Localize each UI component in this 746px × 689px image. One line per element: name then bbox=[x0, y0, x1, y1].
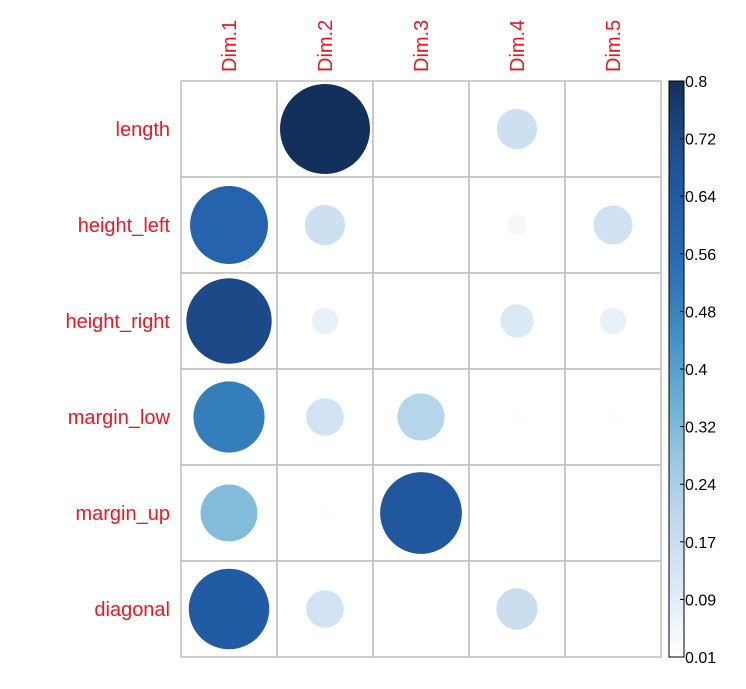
circle-layer bbox=[186, 84, 633, 650]
circle-diagonal-Dim5 bbox=[607, 603, 619, 615]
circle-margin_low-Dim4 bbox=[509, 409, 525, 425]
colorbar-tick-label: 0.09 bbox=[685, 592, 716, 609]
colorbar-tick-label: 0.48 bbox=[685, 304, 716, 321]
colorbar-tick-label: 0.72 bbox=[685, 132, 716, 149]
circle-height_right-Dim3 bbox=[415, 315, 427, 327]
circle-margin_up-Dim1 bbox=[200, 484, 258, 542]
grid-cell bbox=[372, 80, 470, 178]
grid-cell bbox=[372, 560, 470, 658]
circle-length-Dim2 bbox=[280, 84, 370, 174]
colorbar-tick-label: 0.01 bbox=[685, 650, 716, 667]
grid-layer bbox=[180, 80, 662, 658]
row-label: height_left bbox=[78, 215, 171, 237]
grid-cell bbox=[468, 464, 566, 562]
circle-diagonal-Dim4 bbox=[496, 588, 538, 630]
circle-height_left-Dim2 bbox=[304, 204, 346, 246]
circle-margin_up-Dim3 bbox=[380, 472, 462, 554]
colorbar-tick-label: 0.4 bbox=[685, 362, 707, 379]
circle-length-Dim5 bbox=[607, 123, 619, 135]
circle-margin_up-Dim2 bbox=[317, 505, 333, 521]
circle-height_left-Dim4 bbox=[506, 214, 528, 236]
row-label: margin_up bbox=[75, 503, 170, 525]
circle-diagonal-Dim1 bbox=[188, 568, 270, 650]
circle-margin_low-Dim2 bbox=[306, 398, 344, 436]
colorbar: 0.8 0.72 0.64 0.56 0.48 0.4 0.32 0.24 0.17 0.09 0.… bbox=[668, 74, 716, 667]
circle-margin_low-Dim3 bbox=[397, 393, 445, 441]
circle-height_left-Dim5 bbox=[593, 205, 633, 245]
row-label: height_right bbox=[65, 311, 170, 333]
circle-margin_low-Dim5 bbox=[605, 409, 621, 425]
row-label: margin_low bbox=[68, 407, 171, 429]
grid-cell bbox=[564, 176, 662, 274]
colorbar-tick-label: 0.8 bbox=[685, 74, 707, 91]
column-label: Dim.4 bbox=[507, 20, 529, 72]
circle-length-Dim4 bbox=[496, 108, 538, 150]
colorbar-tick-label: 0.56 bbox=[685, 247, 716, 264]
circle-height_right-Dim1 bbox=[186, 278, 272, 364]
circle-height_right-Dim4 bbox=[500, 304, 534, 338]
grid-cell bbox=[372, 176, 470, 274]
row-label: diagonal bbox=[94, 599, 170, 621]
circle-height_right-Dim2 bbox=[311, 307, 339, 335]
row-label: length bbox=[116, 119, 171, 141]
colorbar-tick-label: 0.17 bbox=[685, 535, 716, 552]
circle-height_left-Dim1 bbox=[190, 186, 268, 264]
grid-cell bbox=[564, 464, 662, 562]
circle-margin_low-Dim1 bbox=[193, 381, 265, 453]
circle-height_right-Dim5 bbox=[599, 307, 627, 335]
colorbar-tick-label: 0.64 bbox=[685, 189, 716, 206]
circle-length-Dim1 bbox=[223, 123, 235, 135]
column-label: Dim.3 bbox=[411, 20, 433, 72]
colorbar-tick-label: 0.24 bbox=[685, 477, 716, 494]
column-label: Dim.1 bbox=[219, 20, 241, 72]
circle-diagonal-Dim2 bbox=[306, 590, 344, 628]
column-label: Dim.5 bbox=[603, 20, 625, 72]
column-label: Dim.2 bbox=[315, 20, 337, 72]
colorbar-tick-label: 0.32 bbox=[685, 420, 716, 437]
label-layer: Dim.1 Dim.2 Dim.3 Dim.4 Dim.5 length height_le… bbox=[65, 20, 625, 621]
